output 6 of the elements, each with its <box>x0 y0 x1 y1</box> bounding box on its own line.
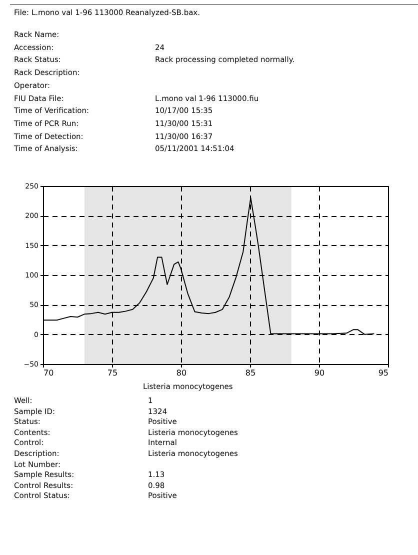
x-tick-label: 70 <box>44 368 54 378</box>
x-tick-label: 75 <box>107 368 118 378</box>
x-tick-label: 90 <box>314 368 325 378</box>
x-tick-label: 85 <box>245 368 256 378</box>
x-tick-label: 80 <box>176 368 187 378</box>
x-tick-label: 95 <box>378 368 388 378</box>
